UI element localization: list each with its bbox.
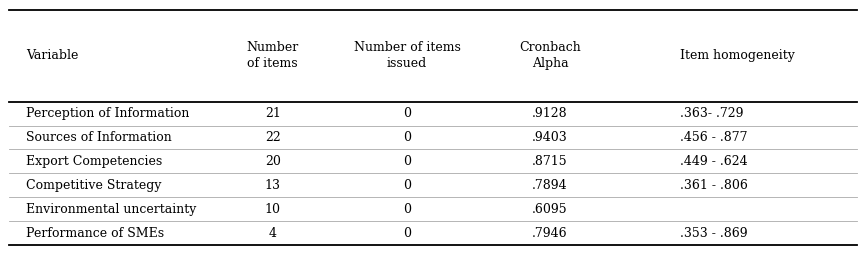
Text: Cronbach
Alpha: Cronbach Alpha <box>519 41 581 70</box>
Text: Variable: Variable <box>26 49 78 62</box>
Text: 10: 10 <box>265 203 281 216</box>
Text: .456 - .877: .456 - .877 <box>680 131 747 144</box>
Text: 0: 0 <box>403 203 411 216</box>
Text: Performance of SMEs: Performance of SMEs <box>26 227 164 240</box>
Text: Number
of items: Number of items <box>247 41 299 70</box>
Text: 0: 0 <box>403 107 411 120</box>
Text: Sources of Information: Sources of Information <box>26 131 171 144</box>
Text: .6095: .6095 <box>532 203 568 216</box>
Text: 0: 0 <box>403 131 411 144</box>
Text: 20: 20 <box>265 155 281 168</box>
Text: 0: 0 <box>403 155 411 168</box>
Text: 22: 22 <box>265 131 281 144</box>
Text: 13: 13 <box>265 179 281 192</box>
Text: Item homogeneity: Item homogeneity <box>680 49 795 62</box>
Text: Export Competencies: Export Competencies <box>26 155 162 168</box>
Text: .361 - .806: .361 - .806 <box>680 179 747 192</box>
Text: Environmental uncertainty: Environmental uncertainty <box>26 203 197 216</box>
Text: .7894: .7894 <box>532 179 568 192</box>
Text: .8715: .8715 <box>532 155 568 168</box>
Text: .9128: .9128 <box>532 107 568 120</box>
Text: .449 - .624: .449 - .624 <box>680 155 747 168</box>
Text: .9403: .9403 <box>532 131 568 144</box>
Text: 4: 4 <box>268 227 277 240</box>
Text: 0: 0 <box>403 179 411 192</box>
Text: 21: 21 <box>265 107 281 120</box>
Text: 0: 0 <box>403 227 411 240</box>
Text: .363- .729: .363- .729 <box>680 107 743 120</box>
Text: .7946: .7946 <box>532 227 568 240</box>
Text: Perception of Information: Perception of Information <box>26 107 190 120</box>
Text: Competitive Strategy: Competitive Strategy <box>26 179 161 192</box>
Text: Number of items
issued: Number of items issued <box>353 41 461 70</box>
Text: .353 - .869: .353 - .869 <box>680 227 747 240</box>
